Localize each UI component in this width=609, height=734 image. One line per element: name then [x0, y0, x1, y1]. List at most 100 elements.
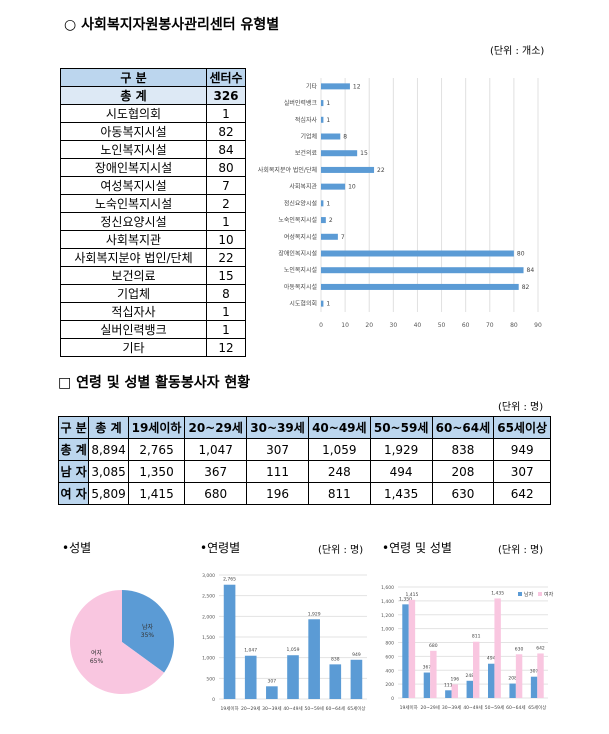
y-tick-label: 400 — [385, 668, 394, 674]
table-cell: 2 — [206, 194, 246, 213]
category-label: 장애인복지시설 — [278, 250, 317, 258]
data-label: 307 — [530, 669, 539, 675]
header-cell: 20~29세 — [184, 416, 248, 439]
data-label: 630 — [515, 646, 524, 652]
y-tick-label: 1,600 — [381, 585, 394, 591]
category-label: 적십자사 — [295, 116, 318, 124]
table-row: 정신요양시설 1 — [60, 212, 246, 231]
table-cell: 5,809 — [88, 482, 129, 505]
category-label: 30~39세 — [262, 705, 281, 712]
table-cell: 사회복지분야 법인/단체 — [60, 248, 207, 267]
x-tick-label: 60 — [462, 322, 470, 329]
table-cell: 1,929 — [369, 438, 433, 461]
data-label: 949 — [352, 652, 361, 658]
bar — [321, 233, 338, 240]
table-cell: 노인복지시설 — [60, 140, 207, 159]
data-label: 1 — [326, 100, 330, 107]
y-tick-label: 1,000 — [202, 656, 215, 662]
bar — [537, 653, 544, 698]
category-label: 실버인력뱅크 — [284, 99, 318, 107]
table-cell: 196 — [246, 482, 309, 505]
data-label: 367 — [423, 665, 432, 671]
x-tick-label: 80 — [510, 322, 518, 329]
data-label: 2 — [329, 217, 333, 224]
bar — [408, 599, 416, 698]
data-label: 82 — [522, 284, 530, 291]
header-cell: 30~39세 — [246, 416, 309, 439]
section2-title: □ 연령 및 성별 활동봉사자 현황 — [58, 375, 251, 391]
bar — [329, 664, 342, 699]
header-cell: 65세이상 — [493, 416, 551, 439]
bar — [423, 672, 431, 698]
table-cell: 326 — [206, 86, 246, 105]
data-label: 15 — [360, 150, 368, 157]
table-cell: 2,765 — [127, 438, 186, 461]
age-bar-chart: 0 500 1,000 1,500 2,000 2,500 3,000 2,765 19세이하 1… — [202, 573, 367, 712]
table-cell: 시도협의회 — [60, 104, 207, 123]
data-label: 84 — [527, 267, 535, 274]
x-tick-label: 50 — [438, 322, 446, 329]
data-label: 7 — [341, 234, 345, 241]
bar — [321, 200, 324, 207]
header-cell: 19세이하 — [127, 416, 186, 439]
header-cell: 구 분 — [60, 68, 207, 87]
table-cell: 실버인력뱅크 — [60, 320, 207, 339]
x-tick-label: 70 — [486, 322, 494, 329]
legend-swatch — [518, 592, 522, 596]
bar — [494, 598, 501, 698]
y-tick-label: 1,400 — [381, 599, 394, 605]
data-label: 80 — [517, 251, 525, 258]
header-cell: 총 계 — [88, 416, 129, 439]
x-tick-label: 10 — [341, 322, 349, 329]
bar — [321, 116, 324, 123]
table-cell: 총 계 — [57, 438, 90, 461]
pie-slice-여자 — [70, 590, 165, 694]
category-label: 시도협의회 — [289, 300, 317, 308]
y-tick-label: 2,500 — [202, 594, 215, 600]
table-cell: 642 — [493, 482, 551, 505]
table-cell: 811 — [307, 482, 371, 505]
table-cell: 아동복지시설 — [60, 122, 207, 141]
data-label: 111 — [444, 682, 453, 688]
table-cell: 총 계 — [60, 86, 207, 105]
data-label: 1 — [326, 117, 330, 124]
bar — [244, 655, 257, 699]
data-label: 1 — [326, 200, 330, 207]
category-label: 기업체 — [300, 133, 317, 141]
y-tick-label: 200 — [385, 682, 394, 688]
bar — [308, 619, 320, 699]
table-row: 사회복지분야 법인/단체 22 — [60, 248, 246, 267]
table-cell: 22 — [206, 248, 246, 267]
table-cell: 82 — [206, 122, 246, 141]
x-tick-label: 40 — [414, 322, 422, 329]
header-cell: 센터수 — [206, 68, 246, 87]
header-cell: 구 분 — [57, 416, 90, 439]
table-row: 여성복지시설 7 — [60, 176, 246, 195]
bar — [321, 83, 350, 90]
bar — [321, 150, 358, 157]
table-cell: 367 — [184, 460, 248, 483]
table-cell: 838 — [431, 438, 495, 461]
data-label: 1,435 — [491, 590, 504, 596]
section1-unit: (단위 : 개소) — [490, 46, 545, 57]
table-cell: 보건의료 — [60, 266, 207, 285]
table-cell: 여 자 — [57, 482, 90, 505]
data-label: 22 — [377, 167, 385, 174]
age-gender-bar-chart: 02004006008001,0001,2001,4001,6001,3501,… — [381, 585, 553, 711]
table-cell: 248 — [307, 460, 371, 483]
category-label: 30~39세 — [442, 704, 461, 711]
table-cell: 3,085 — [88, 460, 129, 483]
y-tick-label: 800 — [385, 641, 394, 647]
y-tick-label: 0 — [212, 697, 215, 703]
bar — [509, 683, 516, 698]
table-cell: 1 — [206, 212, 246, 231]
table-cell: 84 — [206, 140, 246, 159]
y-tick-label: 1,000 — [381, 627, 394, 633]
category-label: 20~29세 — [241, 705, 260, 712]
table-cell: 장애인복지시설 — [60, 158, 207, 177]
bar — [350, 659, 363, 699]
table-cell: 1,435 — [369, 482, 433, 505]
table-row: 보건의료 15 — [60, 266, 246, 285]
data-label: 248 — [465, 673, 474, 679]
section1-title: ○ 사회복지자원봉사관리센터 유형별 — [64, 17, 280, 33]
